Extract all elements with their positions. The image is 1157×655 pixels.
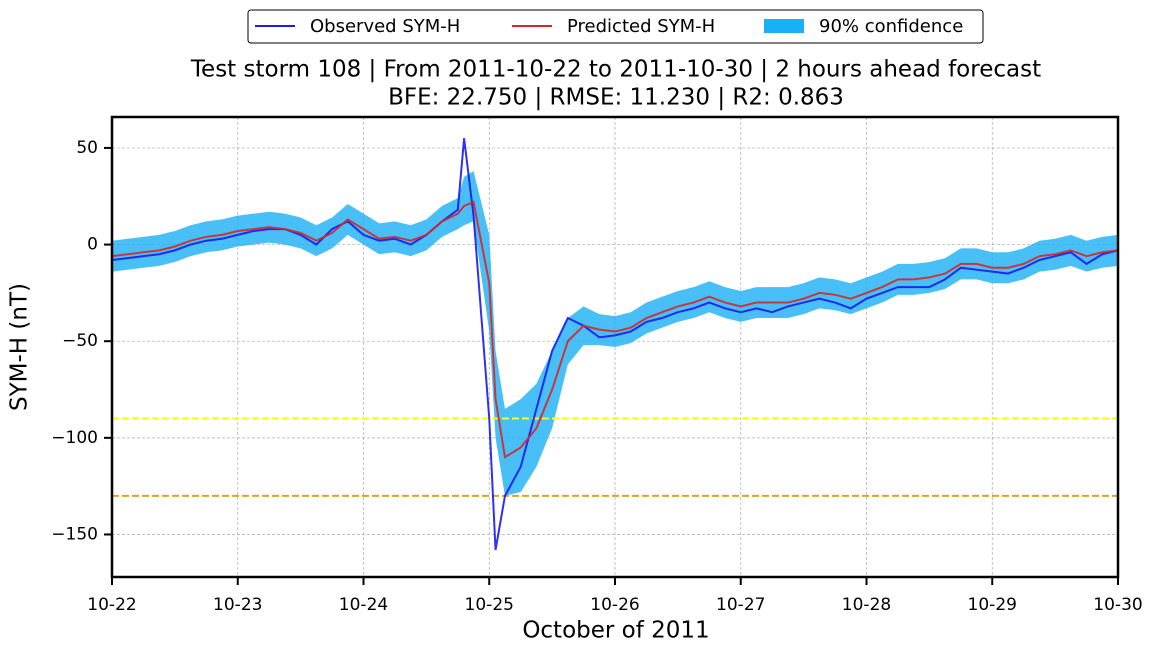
chart-title: Test storm 108 | From 2011-10-22 to 2011… <box>190 57 1041 83</box>
y-tick-label: 0 <box>87 235 98 255</box>
y-tick-label: 50 <box>76 138 98 158</box>
x-tick-label: 10-28 <box>842 595 891 615</box>
chart-subtitle: BFE: 22.750 | RMSE: 11.230 | R2: 0.863 <box>388 85 844 111</box>
y-tick-label: −50 <box>62 331 98 351</box>
legend-label: Observed SYM-H <box>310 16 460 37</box>
x-tick-label: 10-26 <box>590 595 639 615</box>
y-tick-label: −150 <box>51 524 98 544</box>
x-tick-label: 10-22 <box>87 595 136 615</box>
x-tick-label: 10-27 <box>716 595 765 615</box>
confidence-band <box>112 171 1118 496</box>
x-tick-label: 10-25 <box>465 595 514 615</box>
x-tick-label: 10-30 <box>1093 595 1142 615</box>
y-axis-label: SYM-H (nT) <box>7 283 33 411</box>
legend-label: Predicted SYM-H <box>567 16 715 37</box>
x-tick-label: 10-24 <box>339 595 388 615</box>
series-line <box>111 200 1119 459</box>
y-tick-label: −100 <box>51 428 98 448</box>
x-axis-label: October of 2011 <box>522 618 709 644</box>
x-tick-label: 10-29 <box>968 595 1017 615</box>
plot-frame <box>110 115 1120 579</box>
legend-box <box>247 9 984 44</box>
x-tick-label: 10-23 <box>213 595 262 615</box>
legend-label: 90% confidence <box>819 16 963 37</box>
legend-swatch <box>764 19 804 33</box>
legend: Observed SYM-H Predicted SYM-H 90% confide… <box>247 9 984 44</box>
